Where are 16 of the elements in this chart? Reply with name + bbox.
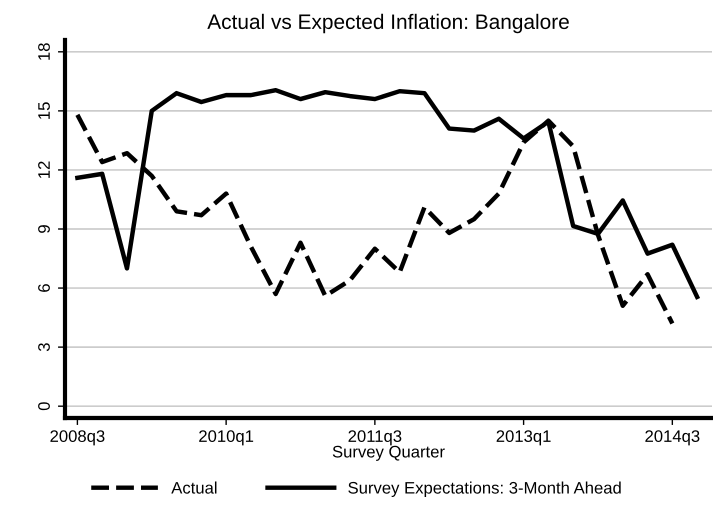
x-tick-label: 2014q3 bbox=[645, 430, 700, 446]
y-tick-label: 9 bbox=[38, 225, 50, 233]
y-tick-label: 0 bbox=[38, 402, 50, 410]
y-tick-label: 18 bbox=[38, 43, 50, 60]
legend-label: Survey Expectations: 3-Month Ahead bbox=[348, 481, 621, 497]
x-tick-label: 2010q1 bbox=[199, 430, 254, 446]
y-tick-label: 3 bbox=[38, 343, 50, 352]
x-tick-label: 2011q3 bbox=[348, 430, 402, 446]
legend-label: Actual bbox=[171, 481, 216, 494]
x-tick-label: 2013q1 bbox=[496, 430, 551, 446]
chart-title: Actual vs Expected Inflation: Bangalore bbox=[207, 14, 569, 34]
x-axis-title: Survey Quarter bbox=[332, 446, 445, 461]
y-tick-label: 6 bbox=[38, 284, 50, 292]
x-tick-label: 2008q3 bbox=[50, 430, 104, 446]
y-tick-label: 12 bbox=[38, 162, 50, 178]
y-tick-label: 15 bbox=[38, 102, 50, 119]
